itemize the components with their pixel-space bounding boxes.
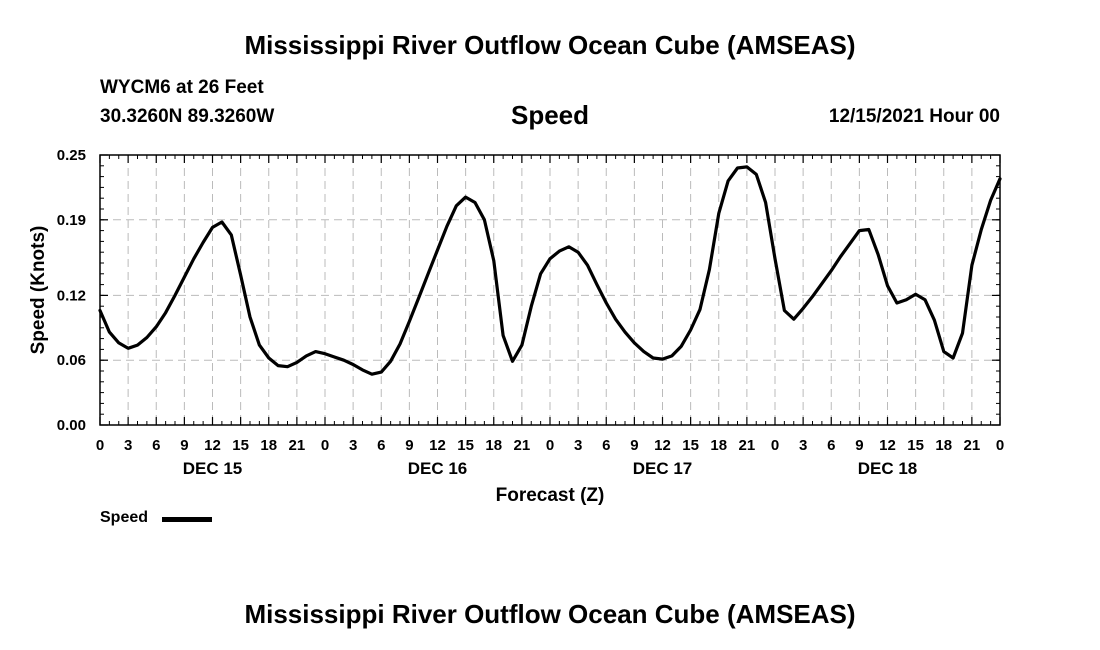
variable-title: Speed	[510, 100, 590, 130]
x-tick-label: 9	[855, 437, 863, 454]
x-tick-label: 12	[429, 437, 446, 454]
x-tick-label: 6	[152, 437, 160, 454]
day-label: DEC 15	[183, 459, 243, 478]
x-tick-label: 3	[124, 437, 132, 454]
series-layer	[98, 165, 1002, 376]
station-coordinates: 30.3260N 89.3260W	[100, 106, 275, 127]
day-label: DEC 17	[633, 459, 693, 478]
x-tick-label: 0	[96, 437, 104, 454]
x-tick-label: 9	[180, 437, 188, 454]
x-tick-label: 12	[204, 437, 221, 454]
x-tick-label: 6	[602, 437, 610, 454]
legend-swatch	[162, 517, 212, 522]
x-tick-label: 3	[799, 437, 807, 454]
x-tick-label: 12	[654, 437, 671, 454]
x-tick-label: 3	[574, 437, 582, 454]
day-label: DEC 18	[858, 459, 918, 478]
x-tick-label: 9	[630, 437, 638, 454]
footer-title: Mississippi River Outflow Ocean Cube (AM…	[244, 599, 856, 629]
y-axis-title: Speed (Knots)	[28, 226, 49, 355]
x-tick-label: 9	[405, 437, 413, 454]
y-tick-label: 0.25	[57, 147, 86, 164]
x-tick-label: 15	[907, 437, 924, 454]
x-tick-label: 0	[996, 437, 1004, 454]
x-tick-label: 18	[260, 437, 277, 454]
x-tick-label: 15	[457, 437, 474, 454]
x-tick-label: 18	[710, 437, 727, 454]
x-tick-label: 12	[879, 437, 896, 454]
station-label: WYCM6 at 26 Feet	[100, 77, 264, 98]
y-tick-label: 0.12	[57, 287, 86, 304]
x-tick-label: 0	[771, 437, 779, 454]
x-tick-label: 3	[349, 437, 357, 454]
x-tick-label: 21	[739, 437, 756, 454]
plot-frame	[99, 154, 1001, 426]
grid-layer	[100, 155, 1000, 425]
speed-series-line	[98, 165, 1002, 376]
x-tick-label: 18	[935, 437, 952, 454]
x-tick-label: 6	[377, 437, 385, 454]
x-tick-label: 21	[514, 437, 531, 454]
y-tick-label: 0.00	[57, 417, 86, 434]
x-tick-label: 6	[827, 437, 835, 454]
y-tick-label: 0.06	[57, 352, 86, 369]
issue-time: 12/15/2021 Hour 00	[828, 106, 1000, 127]
x-tick-label: 21	[289, 437, 306, 454]
x-tick-label: 18	[485, 437, 502, 454]
day-label: DEC 16	[408, 459, 468, 478]
legend-label: Speed	[100, 509, 149, 526]
label-layer: 0 3 6 9 12 15 18 21 0 3 6 9 12 15 18 21 0 3 6 9 12 15 18 21 0 3 6 9…	[57, 147, 1004, 478]
y-tick-label: 0.19	[57, 212, 86, 229]
x-tick-label: 0	[321, 437, 329, 454]
x-tick-label: 21	[964, 437, 981, 454]
x-tick-label: 15	[232, 437, 249, 454]
x-axis-title: Forecast (Z)	[496, 485, 605, 506]
x-tick-label: 15	[682, 437, 699, 454]
x-tick-label: 0	[546, 437, 554, 454]
chart-main-title: Mississippi River Outflow Ocean Cube (AM…	[244, 30, 856, 60]
